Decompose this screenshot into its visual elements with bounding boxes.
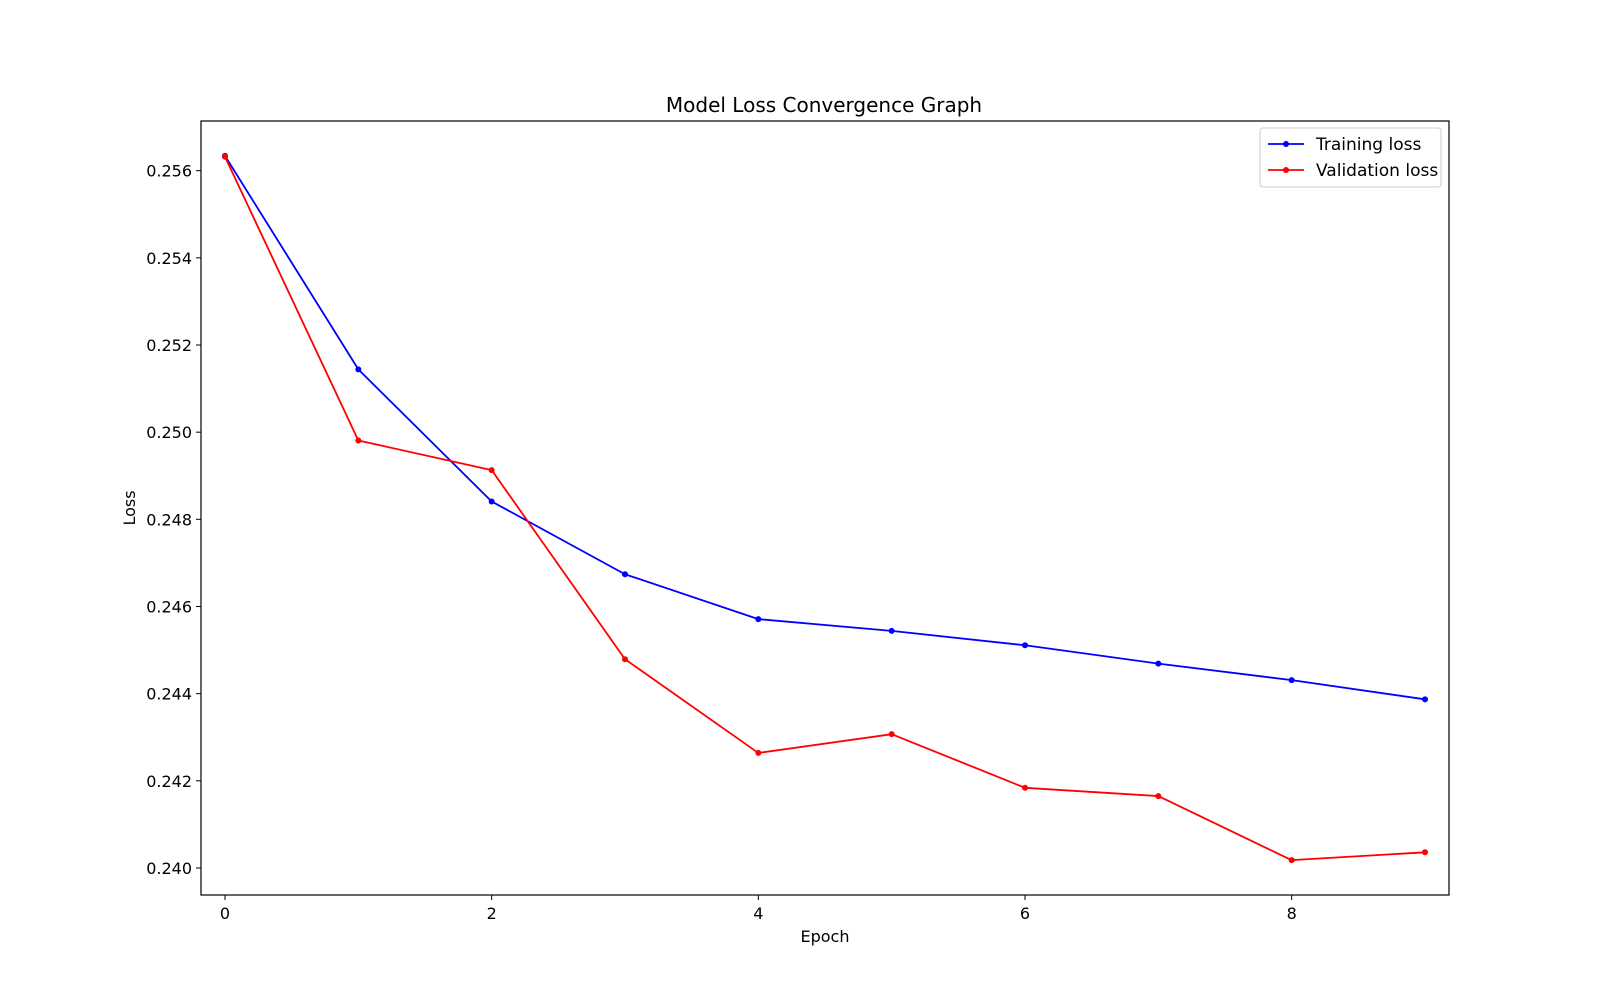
y-tick-label: 0.254: [146, 249, 192, 268]
y-tick-label: 0.244: [146, 685, 192, 704]
validation-loss-point: [488, 467, 495, 474]
validation-loss-point: [1022, 784, 1028, 791]
training-loss-point: [355, 366, 362, 373]
legend-entries: Training loss Validation loss: [1268, 135, 1438, 181]
x-tick-label: 2: [487, 904, 497, 923]
x-tick-label: 8: [1287, 904, 1297, 923]
training-loss-point: [1022, 642, 1028, 649]
x-axis-ticks: 0 2 4 6 8: [220, 895, 1297, 923]
training-loss-line: [224, 155, 1426, 701]
legend-box: [1259, 127, 1442, 188]
y-tick-label: 0.242: [146, 772, 192, 791]
y-tick-label: 0.248: [146, 510, 192, 529]
validation-loss-point: [355, 437, 362, 444]
y-tick-label: 0.256: [146, 162, 192, 181]
validation-loss-point: [622, 656, 628, 663]
x-axis-label: Epoch: [801, 927, 850, 946]
validation-loss-point: [1155, 793, 1162, 800]
y-tick-label: 0.240: [146, 859, 192, 878]
training-loss-point: [755, 616, 762, 623]
validation-loss-series: [222, 153, 1428, 864]
y-axis-ticks: 0.240 0.242 0.244 0.246 0.248 0.250 0.252 0.254…: [146, 162, 201, 878]
validation-loss-line: [224, 156, 1426, 862]
legend-label-validation-loss: Validation loss: [1316, 161, 1438, 181]
training-loss-point: [1422, 696, 1428, 703]
validation-loss-point: [1288, 857, 1295, 864]
y-tick-label: 0.246: [146, 597, 192, 616]
plot-frame: [200, 120, 1450, 896]
y-tick-label: 0.252: [146, 336, 192, 355]
training-loss-point: [1155, 660, 1162, 667]
x-tick-label: 4: [753, 904, 763, 923]
training-loss-point: [488, 498, 495, 505]
legend-entry-validation-loss: Validation loss: [1268, 161, 1438, 181]
validation-loss-point: [1422, 849, 1428, 856]
legend: Training loss Validation loss: [1259, 127, 1442, 188]
legend-entry-training-loss: Training loss: [1268, 135, 1421, 155]
validation-loss-point: [222, 153, 228, 160]
series-layer: [222, 152, 1428, 864]
y-axis-label: Loss: [120, 490, 139, 525]
validation-loss-point: [888, 731, 895, 738]
chart-title: Model Loss Convergence Graph: [666, 93, 982, 117]
training-loss-point: [1288, 677, 1295, 684]
legend-marker-training-loss: [1283, 141, 1289, 147]
training-loss-point: [622, 571, 628, 578]
training-loss-point: [888, 627, 895, 634]
legend-marker-validation-loss: [1283, 167, 1289, 173]
legend-label-training-loss: Training loss: [1315, 135, 1421, 155]
x-tick-label: 6: [1020, 904, 1030, 923]
y-tick-label: 0.250: [146, 423, 192, 442]
x-tick-label: 0: [220, 904, 230, 923]
validation-loss-point: [755, 749, 762, 756]
